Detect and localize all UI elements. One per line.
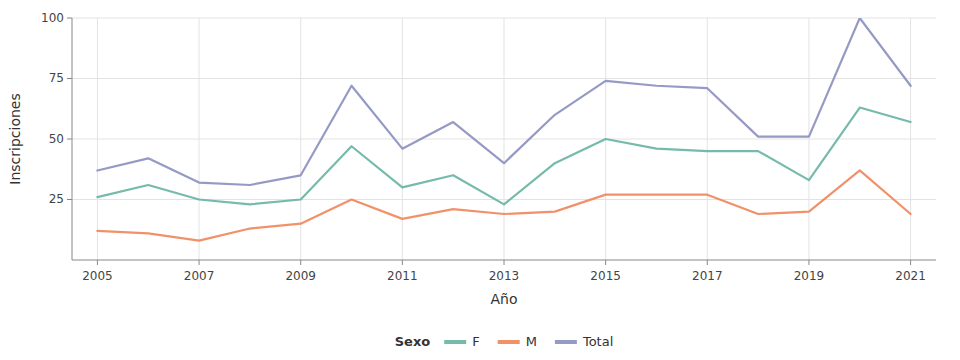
x-grid-line [402, 18, 403, 260]
y-tick [67, 18, 72, 19]
x-tick-label: 2015 [590, 269, 621, 283]
x-grid-line [97, 18, 98, 260]
chart: 25 50 75 100 2005 2007 2009 2011 2013 2015 2017 201… [0, 0, 960, 360]
x-tick-label: 2009 [285, 269, 316, 283]
x-axis-label: Año [490, 291, 517, 307]
x-grid-line [504, 18, 505, 260]
x-grid-line [707, 18, 708, 260]
grid [72, 18, 936, 260]
legend-swatch [498, 340, 520, 344]
x-grid-line [910, 18, 911, 260]
x-tick [300, 260, 301, 265]
x-tick [808, 260, 809, 265]
x-tick-label: 2013 [489, 269, 520, 283]
x-tick-label: 2017 [692, 269, 723, 283]
y-tick [67, 78, 72, 79]
x-tick [605, 260, 606, 265]
x-tick [707, 260, 708, 265]
chart-container: 25 50 75 100 2005 2007 2009 2011 2013 2015 2017 201… [0, 0, 960, 360]
legend-title: Sexo [395, 334, 431, 349]
axes: 25 50 75 100 2005 2007 2009 2011 2013 2015 2017 201… [41, 11, 936, 284]
legend-label: F [472, 334, 479, 349]
x-grid-line [808, 18, 809, 260]
x-grid-line [199, 18, 200, 260]
series-line [97, 18, 910, 185]
y-tick-label: 50 [49, 132, 64, 146]
x-tick-label: 2005 [82, 269, 113, 283]
x-tick [97, 260, 98, 265]
y-axis-line [72, 18, 73, 260]
series-line [97, 108, 910, 205]
x-tick-label: 2007 [184, 269, 215, 283]
legend-label: M [526, 334, 537, 349]
y-tick-label: 25 [49, 192, 64, 206]
legend-swatch [555, 340, 577, 344]
x-tick-label: 2011 [387, 269, 418, 283]
x-tick [402, 260, 403, 265]
y-axis-label: Inscripciones [7, 93, 23, 184]
series-line [97, 170, 910, 240]
y-tick-label: 75 [49, 71, 64, 85]
legend-label: Total [582, 334, 613, 349]
y-tick [67, 139, 72, 140]
y-tick-label: 100 [41, 11, 64, 25]
y-tick [67, 199, 72, 200]
x-tick-label: 2021 [895, 269, 926, 283]
x-axis-line [72, 260, 936, 261]
x-tick [504, 260, 505, 265]
x-tick [199, 260, 200, 265]
x-tick [910, 260, 911, 265]
x-tick-label: 2019 [794, 269, 825, 283]
legend: Sexo F M Total [395, 334, 614, 349]
lines [97, 18, 910, 241]
legend-swatch [444, 340, 466, 344]
